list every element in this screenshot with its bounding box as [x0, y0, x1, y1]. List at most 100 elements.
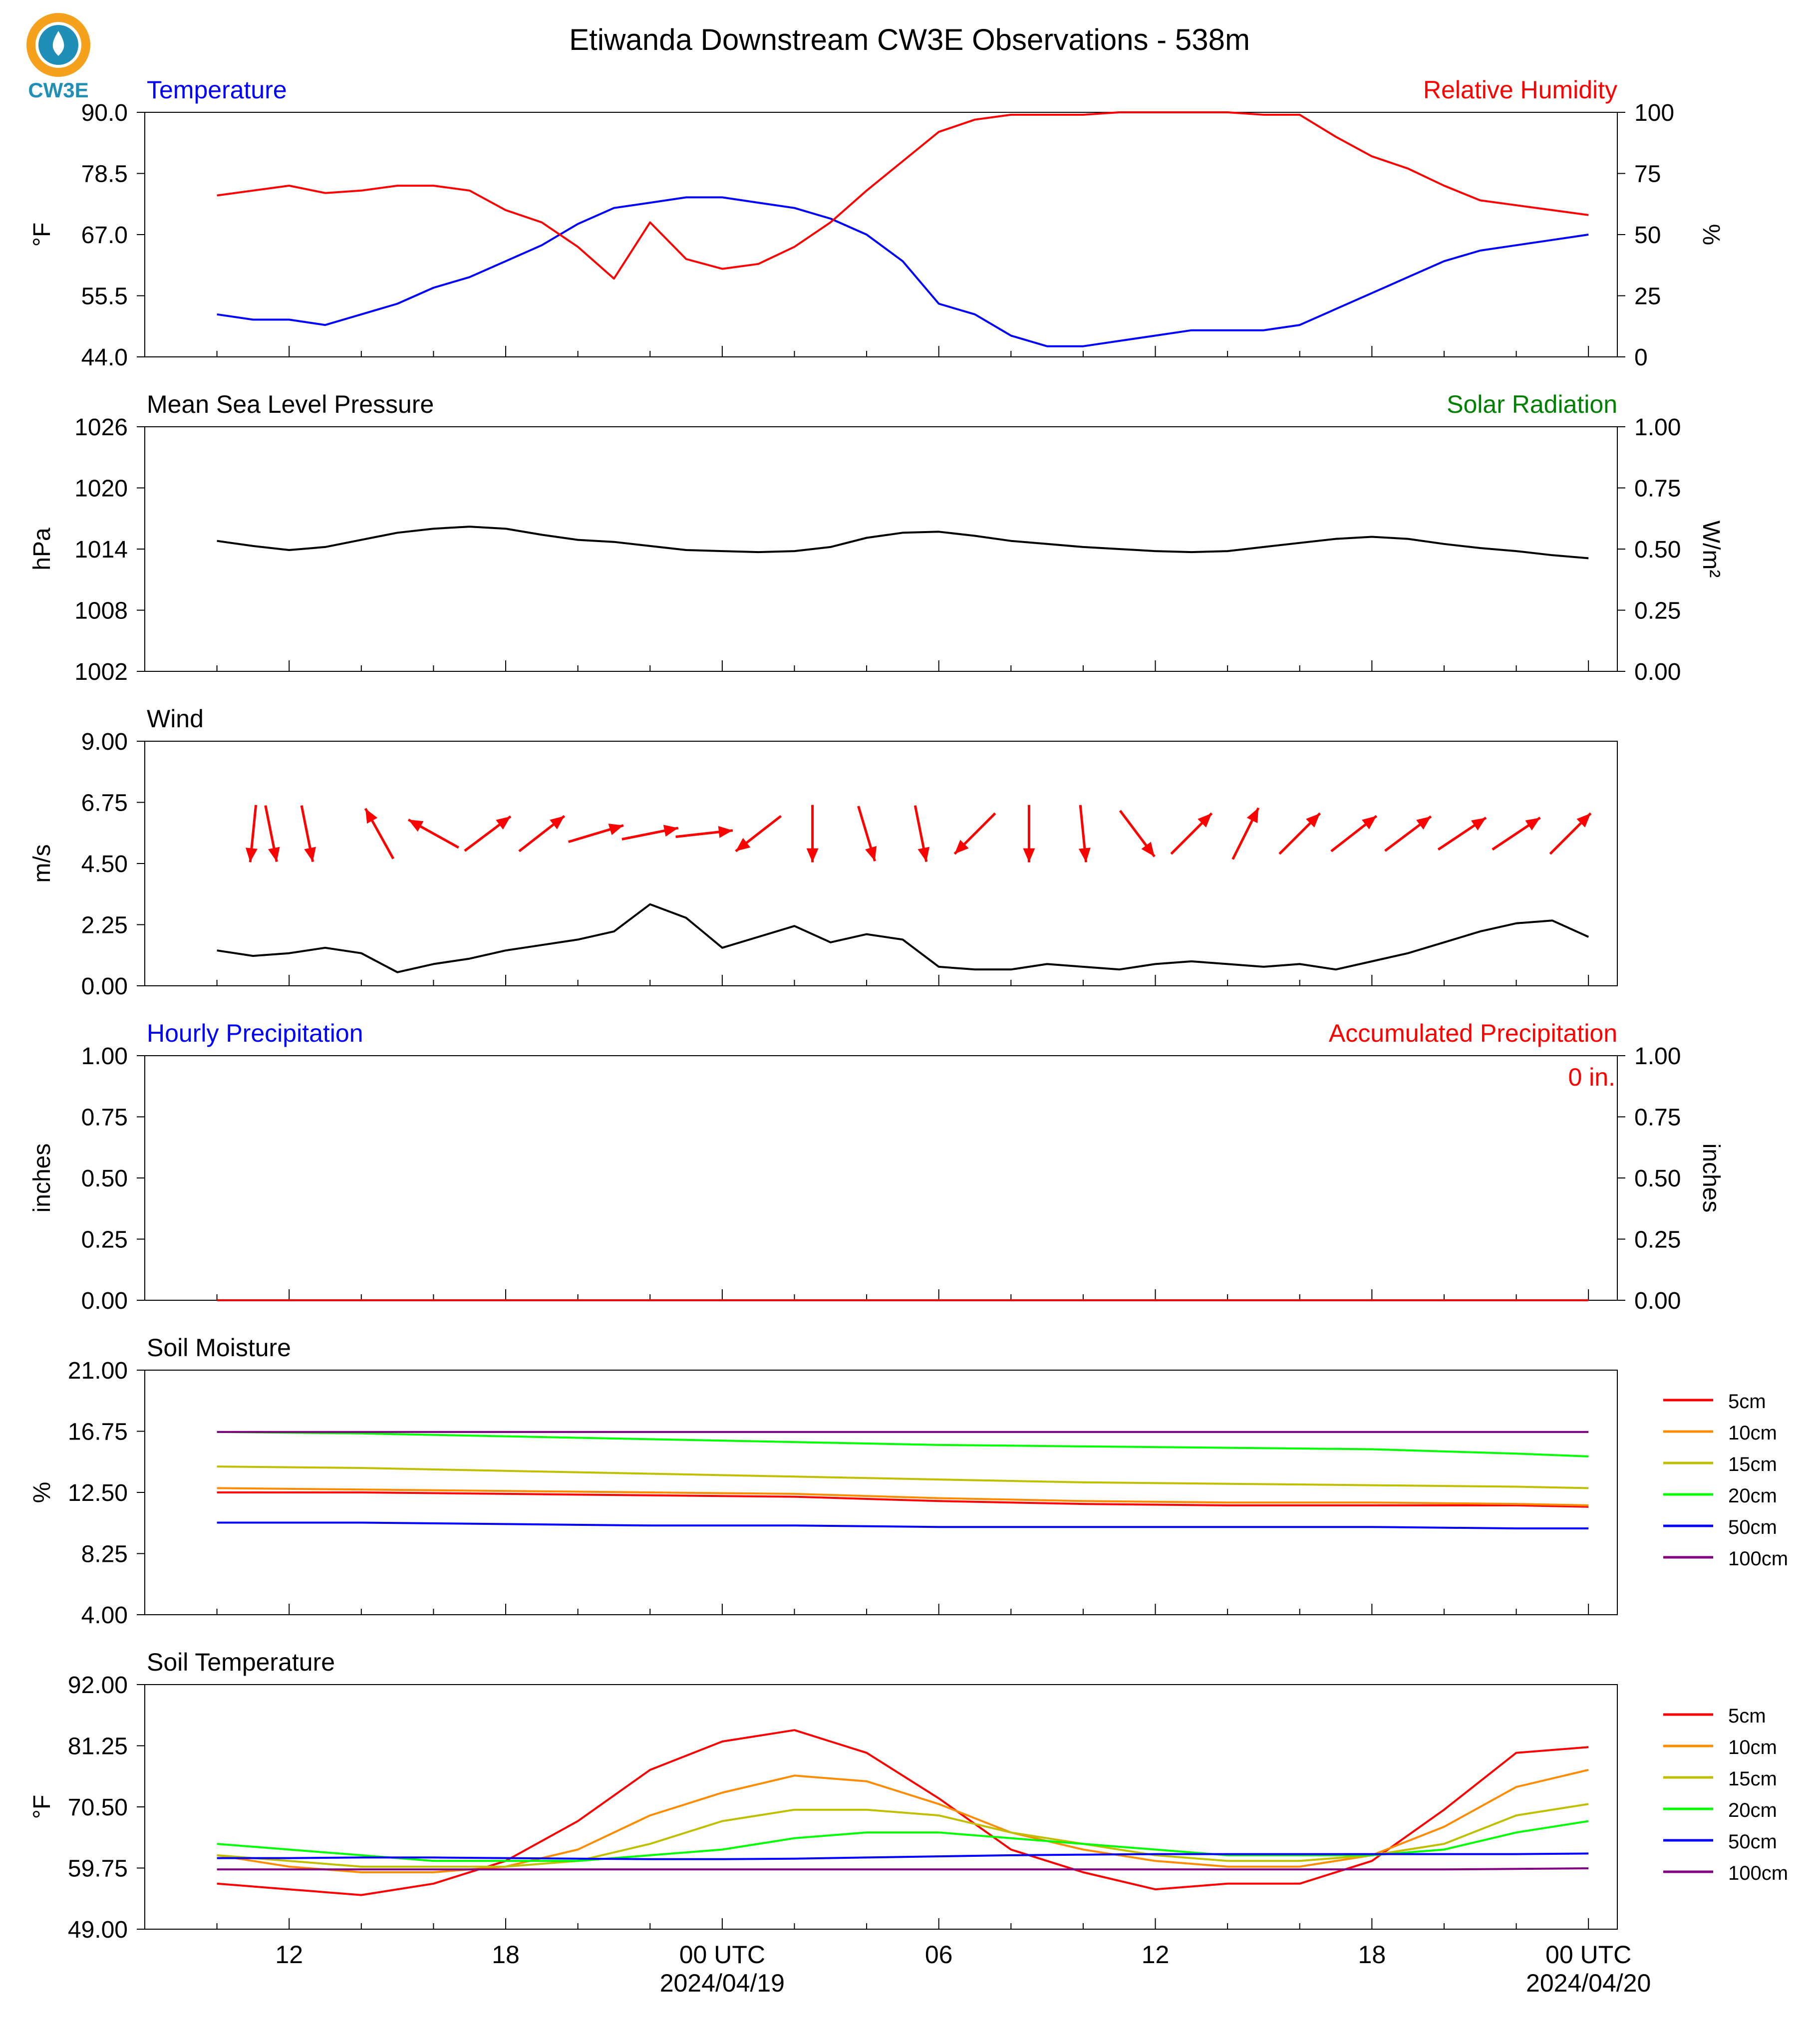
- y-axis-label: °F: [29, 1795, 55, 1819]
- y2-tick-label: 0: [1634, 344, 1648, 371]
- wind-arrow: [621, 825, 679, 841]
- y2-tick-label: 25: [1634, 284, 1661, 310]
- wind-arrow: [464, 815, 512, 852]
- y-axis-label: %: [29, 1482, 55, 1503]
- wind-arrow-head-icon: [304, 847, 316, 862]
- y-tick-label: 21.00: [68, 1358, 128, 1384]
- wind-arrow: [1437, 817, 1487, 851]
- wind-arrow-head-icon: [1576, 813, 1591, 828]
- wind-arrow: [518, 815, 566, 853]
- wind-arrow: [857, 806, 877, 862]
- logo-text: CW3E: [28, 78, 88, 102]
- y-tick-label: 12.50: [68, 1480, 128, 1506]
- wind-arrow: [568, 824, 624, 844]
- y-tick-label: 1020: [74, 476, 128, 502]
- y-axis-label: °F: [29, 223, 55, 247]
- y2-tick-label: 0.50: [1634, 537, 1681, 563]
- y-axis-label: m/s: [29, 844, 55, 882]
- x-tick-label: 00 UTC: [679, 1941, 765, 1969]
- panel-annotation: 0 in.: [1568, 1063, 1615, 1091]
- series-line-5cm: [217, 1729, 1589, 1896]
- wind-arrow-head-icon: [735, 838, 751, 852]
- wind-arrow: [675, 826, 733, 838]
- panel-title-right: Solar Radiation: [1447, 390, 1617, 418]
- panel-1: 44.0 55.5 67.0 78.5 90.0 0 25 50 75 100 °F % Tempera…: [29, 76, 1724, 371]
- legend-label: 10cm: [1728, 1737, 1777, 1758]
- y-tick-label: 0.50: [81, 1165, 128, 1192]
- legend-label: 20cm: [1728, 1799, 1777, 1821]
- wind-arrow-head-icon: [663, 825, 678, 837]
- wind-arrow-head-icon: [1471, 818, 1486, 831]
- wind-arrow-head-icon: [917, 847, 930, 862]
- series-line-10cm: [217, 1487, 1589, 1506]
- x-tick-label: 12: [1142, 1941, 1170, 1969]
- y-tick-label: 16.75: [68, 1419, 128, 1446]
- wind-arrow: [300, 805, 316, 862]
- panel-title-left: Temperature: [147, 76, 287, 104]
- x-date-label: 2024/04/19: [660, 1969, 785, 1997]
- y-tick-label: 4.00: [81, 1602, 128, 1629]
- legend-label: 100cm: [1728, 1862, 1788, 1884]
- y2-tick-label: 1.00: [1634, 1043, 1681, 1070]
- wind-arrow: [1278, 812, 1321, 855]
- y-tick-label: 78.5: [81, 161, 128, 188]
- wind-arrow-head-icon: [268, 847, 280, 862]
- logo-ring-icon: [26, 13, 90, 77]
- y-tick-label: 59.75: [68, 1856, 128, 1882]
- wind-arrow: [1231, 807, 1260, 860]
- y2-tick-label: 0.00: [1634, 659, 1681, 685]
- y-tick-label: 90.0: [81, 100, 128, 126]
- y2-axis-label: W/m²: [1698, 521, 1724, 578]
- panel-6: 49.00 59.75 70.50 81.25 92.00 °F Soil Temperat…: [29, 1648, 1788, 1997]
- series-line-15cm: [217, 1465, 1589, 1489]
- y2-tick-label: 0.75: [1634, 1105, 1681, 1131]
- wind-arrow: [1549, 812, 1592, 855]
- wind-arrow-head-icon: [365, 808, 378, 824]
- wind-arrow-head-icon: [806, 848, 819, 863]
- series-line-mean-sea-level-pressure: [217, 526, 1589, 560]
- y-tick-label: 92.00: [68, 1672, 128, 1699]
- drop-glyph-icon: [52, 31, 64, 56]
- y-tick-label: 44.0: [81, 344, 128, 371]
- panel-4: 0.00 0.25 0.50 0.75 1.00 0.00 0.25 0.50 0.75 1.00…: [29, 1019, 1724, 1314]
- y-tick-label: 9.00: [81, 729, 128, 755]
- legend-label: 5cm: [1728, 1391, 1766, 1413]
- wind-arrow-head-icon: [550, 816, 565, 830]
- legend-label: 15cm: [1728, 1453, 1777, 1475]
- y2-tick-label: 0.75: [1634, 476, 1681, 502]
- y2-tick-label: 1.00: [1634, 414, 1681, 441]
- y-axis-label: hPa: [29, 528, 55, 571]
- y2-tick-label: 50: [1634, 222, 1661, 249]
- panel-title-left: Mean Sea Level Pressure: [147, 390, 434, 418]
- wind-arrow: [246, 805, 258, 863]
- wind-arrow-head-icon: [1141, 842, 1155, 857]
- wind-arrow: [953, 812, 996, 855]
- panel-title-right: Accumulated Precipitation: [1329, 1019, 1617, 1047]
- y-tick-label: 81.25: [68, 1734, 128, 1760]
- y-tick-label: 8.25: [81, 1541, 128, 1568]
- y-tick-label: 1014: [74, 537, 128, 563]
- y-tick-label: 0.25: [81, 1227, 128, 1253]
- y-tick-label: 1.00: [81, 1043, 128, 1070]
- cw3e-logo: CW3E: [26, 13, 90, 102]
- x-tick-label: 18: [1358, 1941, 1386, 1969]
- panel-title-left: Wind: [147, 705, 204, 733]
- wind-arrow: [806, 805, 819, 863]
- series-line-relative-humidity: [217, 111, 1589, 280]
- y2-tick-label: 0.25: [1634, 598, 1681, 624]
- wind-arrow: [264, 805, 280, 862]
- y-tick-label: 1008: [74, 598, 128, 624]
- legend-label: 20cm: [1728, 1485, 1777, 1507]
- wind-arrow-head-icon: [1416, 816, 1431, 830]
- series-line-wind-speed: [217, 903, 1589, 973]
- legend-label: 50cm: [1728, 1516, 1777, 1538]
- wind-arrow: [735, 815, 782, 853]
- wind-arrow-head-icon: [408, 820, 424, 832]
- y-tick-label: 2.25: [81, 912, 128, 939]
- wind-arrow-head-icon: [1198, 813, 1212, 828]
- x-tick-label: 06: [925, 1941, 953, 1969]
- series-line-100cm: [217, 1867, 1589, 1871]
- wind-arrow-head-icon: [496, 816, 511, 830]
- panel-title-left: Hourly Precipitation: [147, 1019, 363, 1047]
